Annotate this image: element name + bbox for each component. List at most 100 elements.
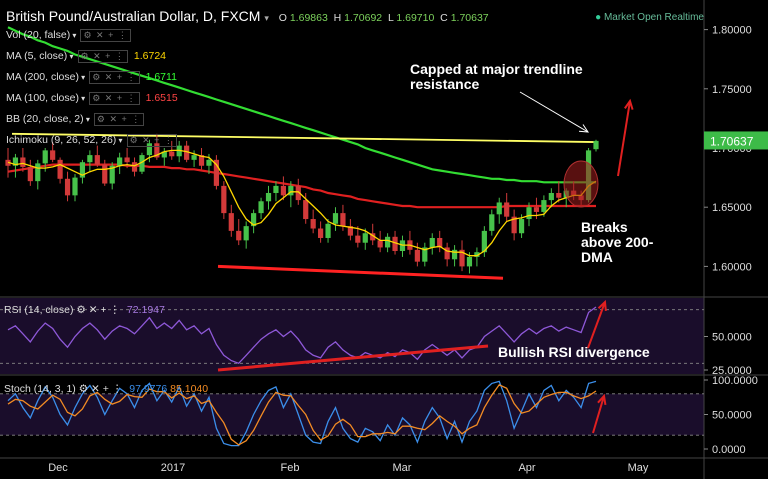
candle-body: [131, 162, 138, 172]
indicator-settings-icon[interactable]: ⚙ ✕ + ⋮: [76, 304, 120, 316]
indicator-settings-icon[interactable]: ⚙ ✕ + ⋮: [126, 134, 177, 147]
candle-body: [504, 202, 510, 217]
rsi-line: [7, 306, 597, 365]
trend-up-arrow-head: [624, 98, 634, 110]
indicator-settings-icon[interactable]: ⚙ ✕ + ⋮: [89, 92, 140, 105]
rsi-tick-label: 25.0000: [712, 365, 752, 377]
candle-body: [384, 236, 391, 248]
x-axis-label: 2017: [161, 462, 185, 474]
candle-body: [243, 226, 249, 241]
candle-body: [459, 249, 465, 267]
candle-body: [377, 240, 383, 248]
candle-body: [35, 163, 41, 182]
candle-body: [466, 256, 473, 267]
candle-body: [474, 252, 480, 257]
indicator-label[interactable]: Ichimoku (9, 26, 52, 26): [6, 134, 117, 146]
indicator-settings-icon[interactable]: ⚙ ✕ + ⋮: [80, 29, 131, 42]
candle-body: [318, 228, 324, 238]
candle-body: [295, 185, 301, 201]
stoch-tick-label: 0.0000: [712, 444, 746, 456]
chevron-down-icon[interactable]: ▾: [264, 13, 269, 23]
stoch-up-arrow-head: [597, 393, 607, 406]
trendline-support: [217, 264, 504, 280]
candle-body: [191, 155, 197, 160]
candle-body: [154, 143, 160, 158]
candle-body: [288, 185, 294, 196]
ohlc-readout: O 1.69863 H 1.70692 L 1.69710 C 1.70637: [278, 12, 489, 24]
candle-body: [489, 214, 495, 231]
rsi-label[interactable]: RSI (14, close): [4, 304, 74, 316]
candle-body: [79, 162, 86, 178]
candle-body: [124, 157, 130, 163]
candle-body: [12, 157, 19, 166]
indicator-row[interactable]: BB (20, close, 2) ▾ ⚙ ✕ + ⋮: [6, 113, 145, 126]
candle-body: [392, 236, 398, 252]
stoch-tick-label: 50.0000: [712, 410, 752, 422]
indicator-row[interactable]: Vol (20, false) ▾ ⚙ ✕ + ⋮: [6, 29, 131, 42]
indicator-settings-icon[interactable]: ⚙ ✕ + ⋮: [93, 113, 145, 126]
chart-header: British Pound/Australian Dollar, D, FXCM…: [6, 8, 489, 24]
candle-body: [548, 192, 554, 201]
indicator-row[interactable]: MA (100, close) ▾ ⚙ ✕ + ⋮ 1.6515: [6, 92, 178, 105]
chevron-down-icon[interactable]: ▾: [83, 115, 90, 124]
last-price-tag: [704, 131, 768, 150]
candle-body: [325, 223, 331, 238]
candle-body: [50, 150, 56, 160]
stoch-tick-label: 100.0000: [712, 375, 758, 387]
candle-body: [332, 213, 339, 224]
high-value: 1.70692: [344, 12, 383, 24]
candle-body: [511, 216, 517, 234]
candle-body: [533, 207, 540, 212]
chevron-down-icon[interactable]: ▾: [70, 31, 77, 40]
candle-body: [109, 165, 115, 184]
indicator-row[interactable]: MA (200, close) ▾ ⚙ ✕ + ⋮ 1.6711: [6, 71, 177, 84]
stoch-label[interactable]: Stoch (14, 3, 1): [4, 383, 76, 395]
stoch-legend: Stoch (14, 3, 1) ⚙ ✕ + ⋮ 97.9776 85.1040: [4, 383, 208, 395]
candle-body: [72, 177, 78, 196]
indicator-settings-icon[interactable]: ⚙ ✕ + ⋮: [78, 383, 123, 395]
candle-body: [280, 185, 286, 196]
ma100-line: [7, 163, 596, 209]
candle-body: [87, 155, 93, 163]
candle-body: [139, 155, 145, 172]
candle-body: [198, 155, 205, 166]
indicator-label[interactable]: MA (200, close): [6, 71, 79, 83]
rsi-pane-bg: [0, 298, 704, 374]
indicator-label[interactable]: MA (5, close): [6, 50, 68, 62]
indicator-row[interactable]: MA (5, close) ▾ ⚙ ✕ + ⋮ 1.6724: [6, 50, 166, 63]
candle-body: [265, 192, 272, 202]
candle-body: [251, 213, 257, 227]
price-tick-label: 1.65000: [712, 202, 752, 214]
symbol-title[interactable]: British Pound/Australian Dollar, D, FXCM: [6, 8, 261, 24]
candle-body: [414, 249, 420, 262]
chevron-down-icon[interactable]: ▾: [67, 52, 74, 61]
chevron-down-icon[interactable]: ▾: [78, 73, 86, 82]
rsi-value: 72.1947: [126, 304, 165, 316]
candle-body: [556, 192, 562, 198]
candle-body: [429, 237, 435, 248]
candle-body: [370, 233, 376, 241]
indicator-label[interactable]: BB (20, close, 2): [6, 113, 84, 125]
indicator-label[interactable]: MA (100, close): [6, 92, 79, 104]
price-tick-label: 1.80000: [712, 25, 752, 37]
candle-body: [444, 247, 450, 260]
chevron-down-icon[interactable]: ▾: [116, 136, 123, 145]
candle-body: [541, 200, 547, 212]
stoch-k-value: 97.9776: [129, 383, 168, 395]
candle-body: [437, 237, 443, 248]
indicator-row[interactable]: Ichimoku (9, 26, 52, 26) ▾ ⚙ ✕ + ⋮: [6, 134, 177, 147]
x-axis-label: May: [628, 462, 649, 474]
candle-body: [258, 201, 264, 214]
candle-body: [518, 219, 525, 234]
trend-up-arrow: [617, 100, 631, 177]
chevron-down-icon[interactable]: ▾: [78, 94, 86, 103]
indicator-settings-icon[interactable]: ⚙ ✕ + ⋮: [77, 50, 128, 63]
stoch-up-arrow: [592, 395, 605, 434]
candle-body: [213, 159, 220, 186]
candle-body: [303, 200, 309, 220]
candle-body: [206, 159, 212, 166]
indicator-label[interactable]: Vol (20, false): [6, 29, 71, 41]
indicator-settings-icon[interactable]: ⚙ ✕ + ⋮: [89, 71, 140, 84]
candle-body: [362, 233, 368, 243]
